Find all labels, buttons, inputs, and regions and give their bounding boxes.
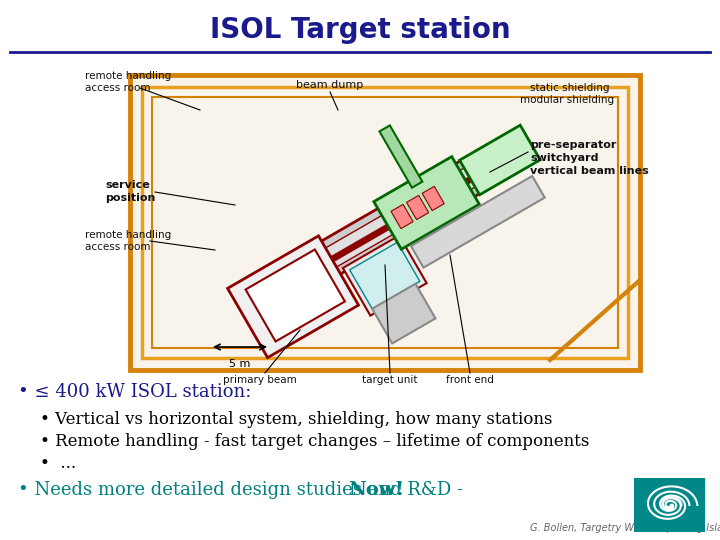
Polygon shape [372, 284, 436, 343]
Polygon shape [459, 125, 540, 195]
Text: remote handling: remote handling [85, 230, 171, 240]
Polygon shape [391, 204, 413, 228]
Text: position: position [105, 193, 156, 203]
Text: switchyard: switchyard [530, 153, 598, 163]
Polygon shape [407, 195, 428, 220]
Text: • Remote handling - fast target changes – lifetime of components: • Remote handling - fast target changes … [40, 434, 590, 450]
Text: access room: access room [85, 242, 150, 252]
Text: modular shielding: modular shielding [520, 95, 614, 105]
Text: static shielding: static shielding [530, 83, 610, 93]
Text: vertical beam lines: vertical beam lines [530, 166, 649, 176]
Text: 5 m: 5 m [229, 359, 251, 369]
Polygon shape [411, 176, 545, 268]
Text: access room: access room [85, 83, 150, 93]
Polygon shape [252, 164, 494, 307]
Text: service: service [105, 180, 150, 190]
Polygon shape [422, 186, 444, 211]
Polygon shape [379, 125, 423, 188]
Text: G. Bollen, Targetry Workshop, Long Island , 2003: G. Bollen, Targetry Workshop, Long Islan… [530, 523, 720, 533]
Text: target unit: target unit [362, 375, 418, 385]
Text: primary beam: primary beam [223, 375, 297, 385]
Text: pre-separator: pre-separator [530, 140, 616, 150]
Polygon shape [247, 156, 497, 313]
Polygon shape [343, 235, 427, 315]
Polygon shape [228, 236, 359, 357]
Polygon shape [374, 157, 480, 249]
Text: front end: front end [446, 375, 494, 385]
Polygon shape [350, 242, 420, 309]
Text: • Vertical vs horizontal system, shielding, how many stations: • Vertical vs horizontal system, shieldi… [40, 411, 552, 429]
Text: •  ...: • ... [40, 456, 76, 472]
Text: ISOL Target station: ISOL Target station [210, 16, 510, 44]
Text: remote handling: remote handling [85, 71, 171, 81]
FancyBboxPatch shape [130, 75, 640, 370]
Text: beam dump: beam dump [297, 80, 364, 90]
Text: • ≤ 400 kW ISOL station:: • ≤ 400 kW ISOL station: [18, 383, 251, 401]
FancyBboxPatch shape [634, 478, 706, 531]
Text: Now!: Now! [348, 481, 404, 499]
Polygon shape [246, 249, 345, 341]
Text: • Needs more detailed design studies and R&D -: • Needs more detailed design studies and… [18, 481, 474, 499]
Polygon shape [239, 148, 500, 321]
